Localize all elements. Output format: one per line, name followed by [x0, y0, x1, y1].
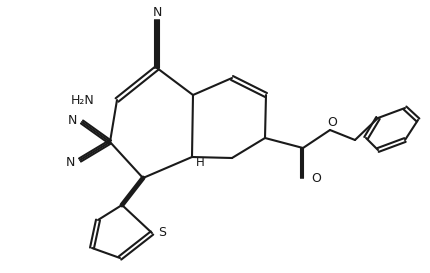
Text: H: H [195, 156, 204, 170]
Text: N: N [67, 114, 77, 126]
Text: N: N [65, 156, 74, 168]
Text: S: S [158, 227, 166, 239]
Text: O: O [310, 171, 320, 185]
Text: O: O [326, 117, 336, 129]
Text: N: N [152, 5, 161, 19]
Text: H₂N: H₂N [71, 93, 95, 106]
